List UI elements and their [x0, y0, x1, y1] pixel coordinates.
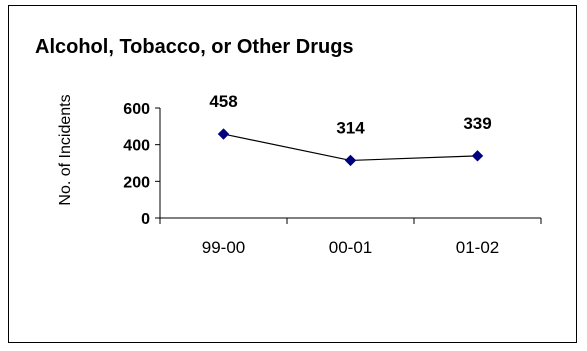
chart-frame: Alcohol, Tobacco, or Other Drugs: [8, 5, 577, 343]
data-point: [217, 128, 230, 140]
series: 458 314 339: [209, 92, 492, 167]
data-point: [344, 154, 357, 167]
y-tick-label: 400: [123, 138, 150, 155]
y-tick-label: 0: [141, 211, 150, 228]
axes: [159, 108, 541, 219]
x-tick-label: 99-00: [202, 238, 245, 257]
x-tick-label: 01-02: [456, 238, 499, 257]
x-tick-label: 00-01: [329, 238, 372, 257]
y-axis-label: No. of Incidents: [57, 94, 74, 205]
y-tick-label: 200: [123, 174, 150, 191]
y-tick-label: 600: [123, 101, 150, 118]
ticks: 0 200 400 600 99-00 00-01 01-02: [123, 101, 542, 257]
data-label: 339: [463, 114, 491, 133]
data-point: [471, 150, 484, 162]
chart-title: Alcohol, Tobacco, or Other Drugs: [35, 36, 354, 58]
data-label: 458: [209, 92, 237, 111]
data-label: 314: [336, 118, 365, 137]
